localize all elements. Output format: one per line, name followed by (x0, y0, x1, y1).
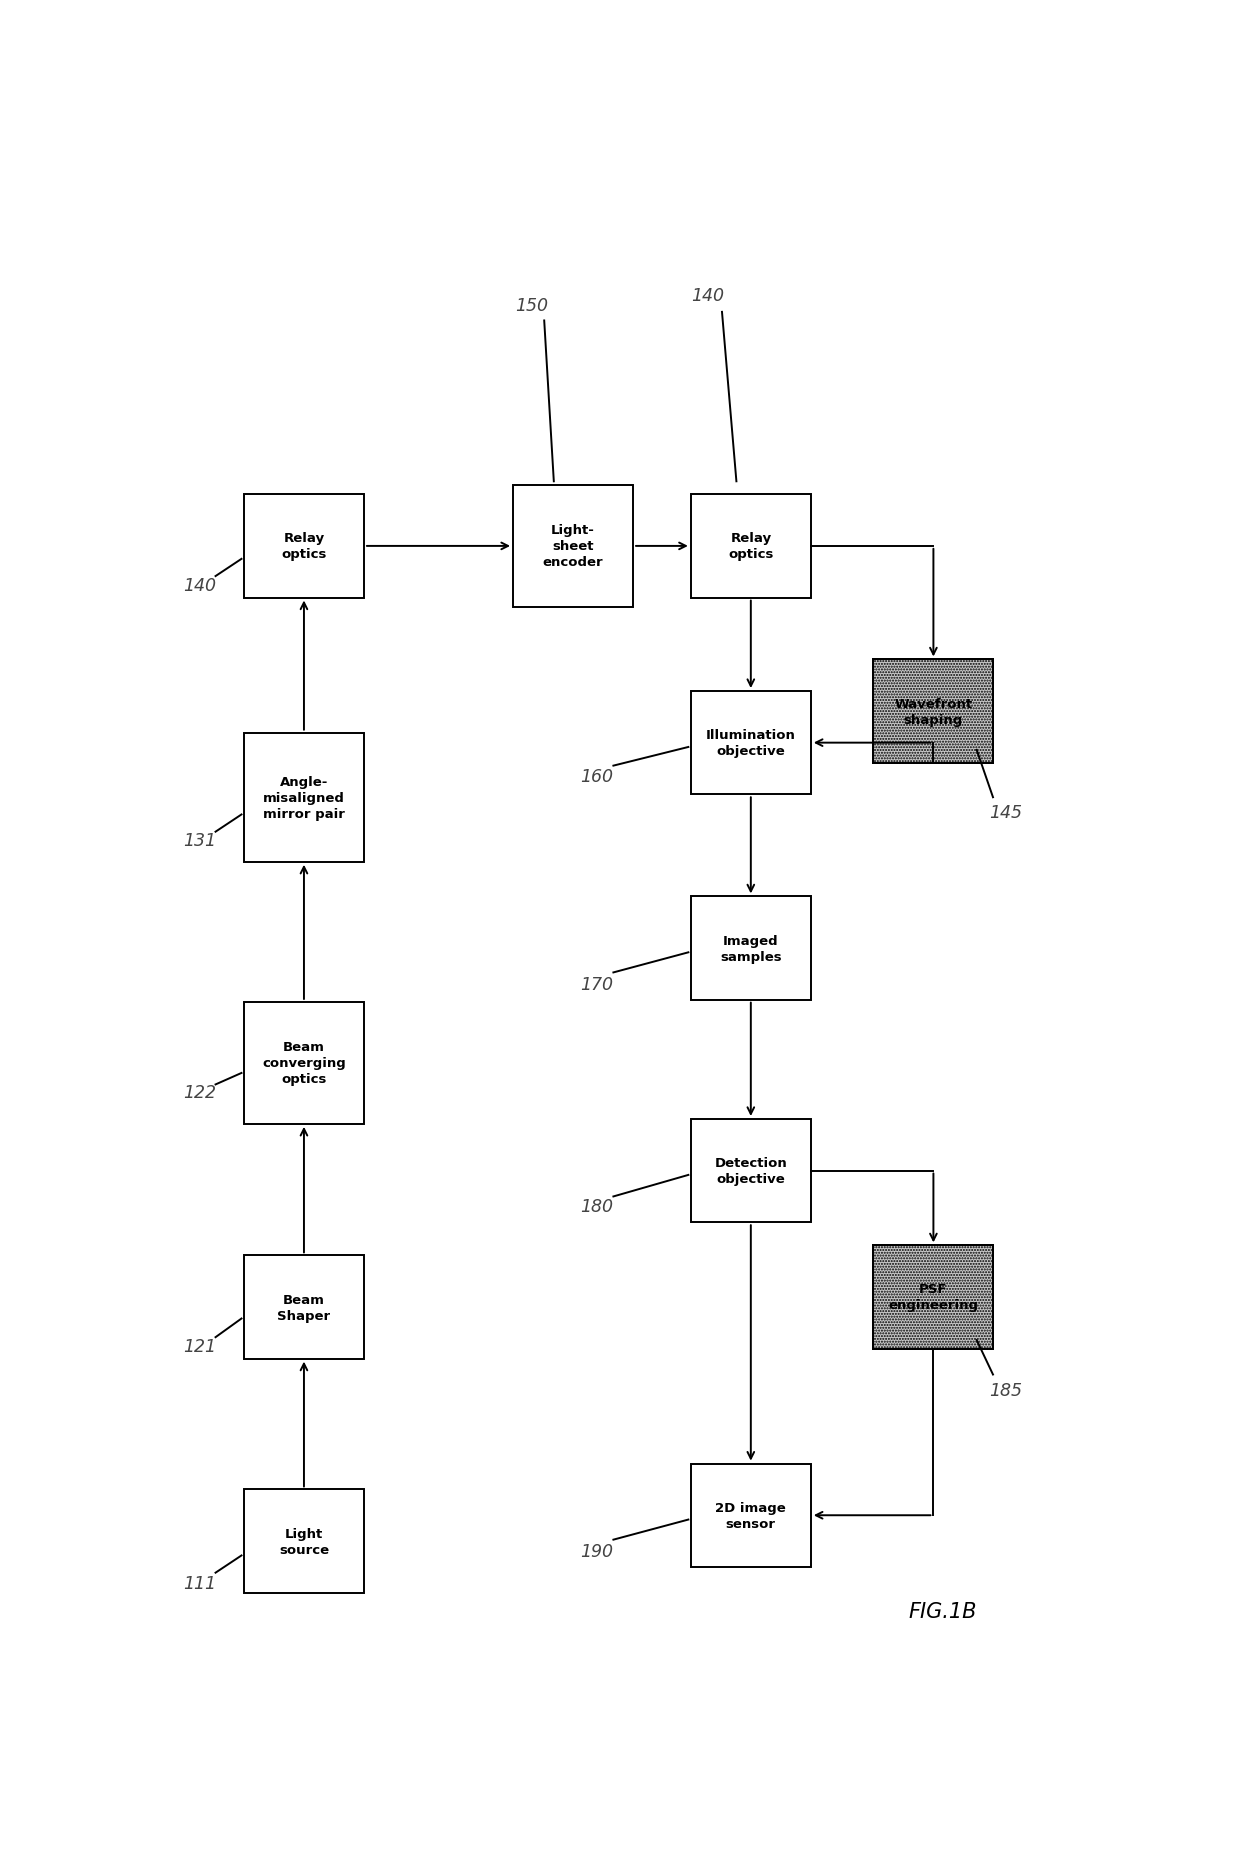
Bar (691, 1463, 811, 1568)
Text: 185: 185 (990, 1381, 1022, 1400)
Text: 145: 145 (990, 803, 1022, 822)
Text: Beam
Shaper: Beam Shaper (278, 1294, 331, 1322)
Bar (244, 733, 365, 863)
Bar (691, 692, 811, 794)
Bar (244, 1003, 365, 1124)
Text: 190: 190 (580, 1542, 614, 1560)
Text: Relay
optics: Relay optics (281, 531, 326, 561)
Text: 122: 122 (182, 1083, 216, 1102)
Text: Light
source: Light source (279, 1527, 329, 1556)
Text: Detection
objective: Detection objective (714, 1156, 787, 1186)
Bar (513, 487, 634, 608)
Text: Wavefront
shaping: Wavefront shaping (894, 697, 972, 727)
Bar (244, 1256, 365, 1359)
Bar (244, 1489, 365, 1594)
Bar (691, 897, 811, 1001)
Text: 140: 140 (691, 287, 724, 304)
Text: PSF
engineering: PSF engineering (888, 1282, 978, 1312)
Bar (691, 496, 811, 598)
Bar (873, 1245, 993, 1350)
Text: Imaged
samples: Imaged samples (720, 934, 781, 964)
Bar (873, 660, 993, 764)
Text: 180: 180 (580, 1199, 614, 1215)
Text: 111: 111 (182, 1573, 216, 1592)
Text: 2D image
sensor: 2D image sensor (715, 1501, 786, 1530)
Text: Beam
converging
optics: Beam converging optics (262, 1040, 346, 1087)
Text: 121: 121 (182, 1336, 216, 1355)
Text: Relay
optics: Relay optics (728, 531, 774, 561)
Bar (873, 660, 993, 764)
Text: 131: 131 (182, 831, 216, 850)
Bar (691, 1118, 811, 1223)
Text: 160: 160 (580, 768, 614, 785)
Bar (873, 1245, 993, 1350)
Text: Angle-
misaligned
mirror pair: Angle- misaligned mirror pair (263, 775, 345, 820)
Text: 170: 170 (580, 975, 614, 994)
Bar (244, 496, 365, 598)
Text: Illumination
objective: Illumination objective (706, 729, 796, 759)
Text: 140: 140 (182, 576, 216, 595)
Text: FIG.1B: FIG.1B (909, 1601, 977, 1622)
Text: 150: 150 (515, 296, 548, 315)
Text: Light-
sheet
encoder: Light- sheet encoder (543, 524, 604, 569)
